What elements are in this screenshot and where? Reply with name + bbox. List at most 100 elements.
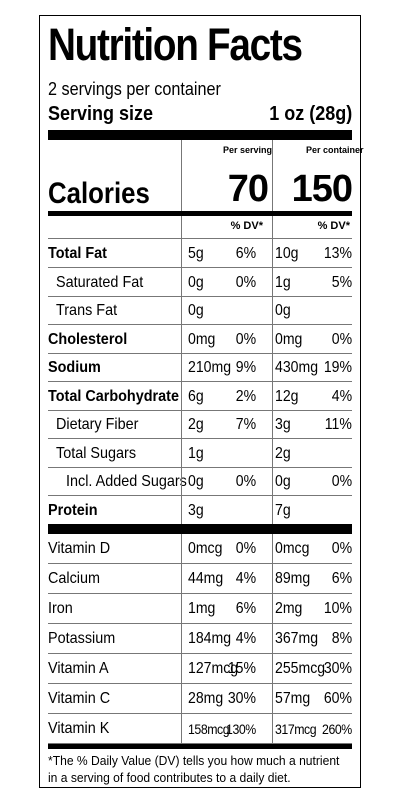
nutrient-name: Protein [48,501,98,519]
table-row: Iron 1mg 6% 2mg 10% [48,594,352,624]
column-divider [181,439,182,468]
nutrient-name: Total Sugars [56,444,137,462]
container-dv: 0% [331,472,352,490]
column-divider [181,382,182,411]
table-row: Dietary Fiber 2g 7% 3g 11% [48,410,352,439]
column-divider [272,467,273,496]
container-amount: 7g [275,501,291,519]
column-divider [272,624,273,654]
nutrient-name: Cholesterol [48,330,128,348]
column-divider [181,325,182,354]
dv-header-container: % DV* [317,220,350,232]
label-inner: Nutrition Facts 2 servings per container… [48,16,364,787]
container-dv: 5% [331,273,352,291]
row-divider [48,438,352,439]
footnote: *The % Daily Value (DV) tells you how mu… [48,753,340,785]
row-divider [48,467,352,468]
container-dv: 8% [331,630,352,647]
container-amount: 317mcg [275,721,317,737]
column-divider [272,534,273,564]
container-dv: 13% [323,244,352,262]
container-dv: 10% [323,600,352,617]
servings-per-container: 2 servings per container [48,79,221,99]
table-row: Total Sugars 1g 2g [48,439,352,468]
container-amount: 255mcg [275,660,326,677]
serving-dv: 6% [235,244,256,262]
container-amount: 57mg [275,690,311,707]
column-divider [272,714,273,744]
container-amount: 0g [275,301,291,319]
serving-amount: 0g [188,273,204,291]
nutrient-name: Potassium [48,630,116,647]
dv-header-serving: % DV* [230,220,263,232]
container-dv: 260% [322,721,352,737]
serving-amount: 2g [188,415,204,433]
calories-per-container: 150 [291,168,353,210]
serving-dv: 7% [235,415,256,433]
table-row: Sodium 210mg 9% 430mg 19% [48,353,352,382]
serving-amount: 0mg [188,330,216,348]
column-divider [272,382,273,411]
table-row: Calcium 44mg 4% 89mg 6% [48,564,352,594]
column-divider [272,410,273,439]
per-serving-label: Per serving [223,145,273,155]
serving-amount: 3g [188,501,204,519]
row-divider [48,381,352,382]
container-dv: 11% [324,415,352,433]
serving-amount: 5g [188,244,204,262]
container-amount: 2g [275,444,291,462]
column-divider [272,239,273,268]
column-divider [181,624,182,654]
nutrient-name: Calcium [48,570,101,587]
table-row: Potassium 184mg 4% 367mg 8% [48,624,352,654]
column-divider [181,714,182,744]
column-divider [272,564,273,594]
serving-dv: 4% [235,570,256,587]
container-amount: 3g [275,415,291,433]
serving-dv: 0% [235,273,256,291]
nutrient-name: Vitamin K [48,720,110,737]
nutrient-name: Incl. Added Sugars [66,472,187,490]
serving-dv: 0% [235,472,256,490]
column-divider [181,410,182,439]
column-divider [272,325,273,354]
column-divider [272,684,273,714]
column-divider [181,654,182,684]
table-row: Trans Fat 0g 0g [48,296,352,325]
container-amount: 12g [275,387,299,405]
serving-amount: 127mcg [188,660,239,677]
row-divider [48,353,352,354]
nutrient-name: Total Fat [48,244,107,262]
row-divider [48,495,352,496]
row-divider [48,623,352,624]
table-row: Vitamin K 158mcg 130% 317mcg 260% [48,714,352,744]
column-divider [181,564,182,594]
table-row: Saturated Fat 0g 0% 1g 5% [48,268,352,297]
serving-amount: 210mg [188,358,232,376]
column-divider [181,594,182,624]
container-dv: 0% [331,540,352,557]
column-divider [272,216,273,238]
row-divider [48,410,352,411]
column-divider [181,496,182,525]
table-row: Total Carbohydrate 6g 2% 12g 4% [48,382,352,411]
table-row: Total Fat 5g 6% 10g 13% [48,239,352,268]
serving-dv: 15% [227,660,256,677]
table-row: Protein 3g 7g [48,496,352,525]
serving-dv: 0% [235,330,256,348]
row-divider [48,324,352,325]
nutrient-name: Saturated Fat [56,273,144,291]
row-divider [48,653,352,654]
container-dv: 4% [331,387,352,405]
serving-dv: 9% [235,358,256,376]
row-divider [48,743,352,744]
container-amount: 430mg [275,358,319,376]
column-divider [181,239,182,268]
container-dv: 30% [323,660,352,677]
nutrient-name: Vitamin D [48,540,111,557]
column-divider [272,140,273,211]
row-divider [48,593,352,594]
container-dv: 0% [331,330,352,348]
container-amount: 89mg [275,570,311,587]
table-row: Vitamin D 0mcg 0% 0mcg 0% [48,534,352,564]
